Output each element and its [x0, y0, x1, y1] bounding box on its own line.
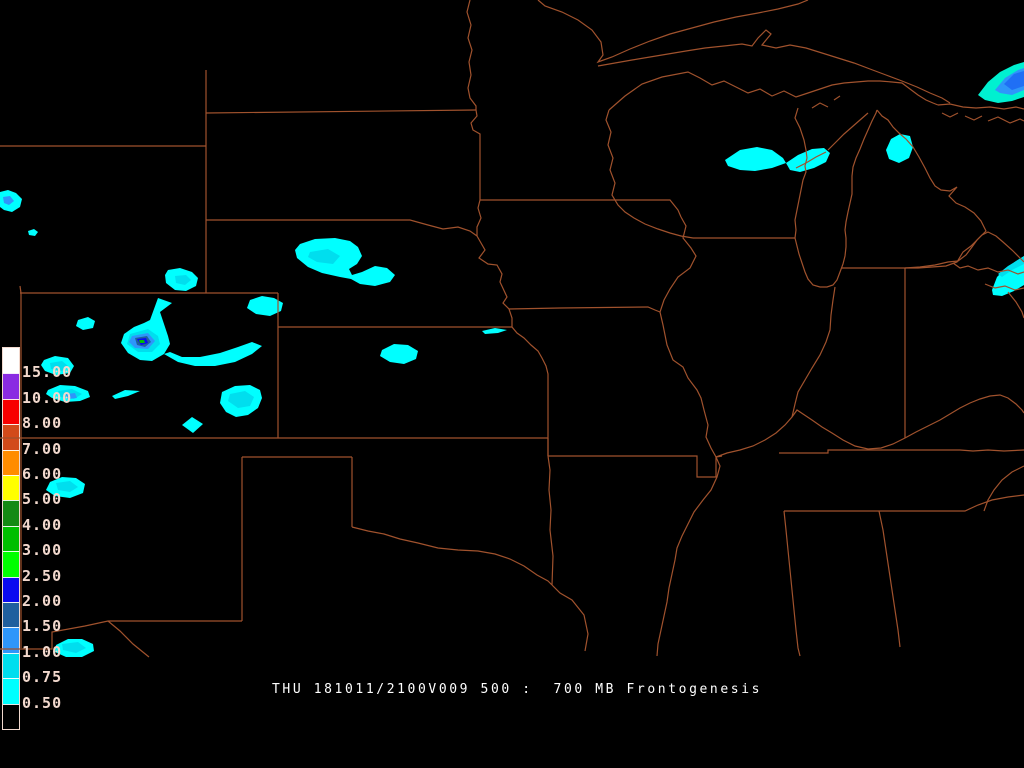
legend-label: 8.00 [22, 414, 63, 433]
state-border-line [783, 510, 801, 657]
state-border-line [983, 465, 1024, 512]
state-border-line [508, 306, 661, 313]
legend-label: 4.00 [22, 515, 63, 534]
legend-label: 2.00 [22, 592, 63, 610]
legend-segment [3, 652, 19, 679]
legend-label: 0.75 [22, 668, 63, 687]
frontogenesis-region [66, 393, 77, 399]
legend-label: 5.00 [22, 490, 63, 509]
frontogenesis-region [886, 134, 913, 163]
frontogenesis-region [998, 257, 1024, 277]
legend-segment [3, 424, 19, 450]
legend-label: 1.00 [22, 642, 63, 661]
legend-segment [3, 703, 19, 729]
river-ohio [715, 394, 1024, 458]
state-border-line [779, 449, 1024, 454]
frontogenesis-region [295, 238, 395, 286]
lake-huron-north-shore [937, 103, 1024, 124]
legend-segment [3, 602, 19, 628]
frontogenesis-region [1004, 71, 1024, 90]
legend-label: 0.50 [22, 693, 63, 712]
lake-michigan-shore [794, 107, 878, 288]
legend-segment [3, 398, 19, 425]
door-peninsula-lines [795, 95, 869, 169]
frontogenesis-region [62, 642, 86, 653]
river-wabash [791, 286, 836, 418]
state-border-line [551, 584, 589, 652]
lake-superior-north-shore [537, 0, 809, 64]
state-border-line [548, 455, 723, 478]
legend-label: 15.00 [22, 363, 73, 382]
legend-segment [3, 551, 19, 577]
upper-peninsula-shore [608, 71, 939, 111]
frontogenesis-region [247, 296, 283, 316]
legend-segment [3, 449, 19, 475]
frontogenesis-region [56, 481, 78, 492]
frontogenesis-region [3, 196, 14, 205]
state-border-line [784, 494, 1024, 512]
map-caption: THU 181011/2100V009 500 : 700 MB Frontog… [272, 682, 763, 697]
legend-label: 3.00 [22, 541, 63, 560]
frontogenesis-region [482, 328, 507, 334]
frontogenesis-region [50, 361, 68, 371]
frontogenesis-region [725, 147, 786, 171]
michigan-lower-peninsula [876, 109, 987, 269]
frontogenesis-region [308, 249, 340, 264]
frontogenesis-region [228, 391, 254, 408]
state-border-line [19, 285, 278, 294]
state-border-line [842, 231, 1024, 269]
river-red [351, 526, 553, 586]
legend-label: 10.00 [22, 388, 73, 407]
color-scale-bar [2, 347, 20, 730]
state-border-line [547, 455, 554, 586]
state-border-line [0, 620, 242, 658]
frontogenesis-region [182, 417, 203, 433]
frontogenesis-fill-regions [0, 62, 1024, 657]
river-mississippi [656, 216, 721, 657]
legend-segment [3, 576, 19, 602]
frontogenesis-region [28, 229, 38, 236]
lake-superior-south-shore [597, 29, 951, 104]
legend-segment [3, 678, 19, 704]
frontogenesis-region [786, 148, 830, 172]
frontogenesis-region [175, 275, 191, 285]
lake-erie-shore [952, 262, 1024, 319]
state-border-line [605, 109, 694, 239]
state-border-line [205, 109, 477, 114]
legend-label: 7.00 [22, 439, 63, 458]
legend-segment [3, 475, 19, 501]
state-border-line [466, 0, 682, 236]
frontogenesis-region [139, 340, 145, 343]
legend-label: 6.00 [22, 465, 63, 483]
legend-segment [3, 627, 19, 653]
legend-segment [3, 348, 19, 374]
frontogenesis-region [112, 390, 140, 399]
legend-label: 2.50 [22, 566, 63, 585]
legend-segment [3, 500, 19, 526]
frontogenesis-region [164, 342, 262, 366]
frontogenesis-region [380, 344, 418, 364]
legend-label: 1.50 [22, 617, 63, 636]
legend-segment [3, 373, 19, 399]
river-missouri [476, 235, 549, 456]
frontogenesis-region [76, 317, 95, 330]
state-border-line [206, 219, 478, 237]
state-borders [0, 0, 1024, 658]
legend-segment [3, 525, 19, 552]
state-border-line [878, 510, 901, 648]
